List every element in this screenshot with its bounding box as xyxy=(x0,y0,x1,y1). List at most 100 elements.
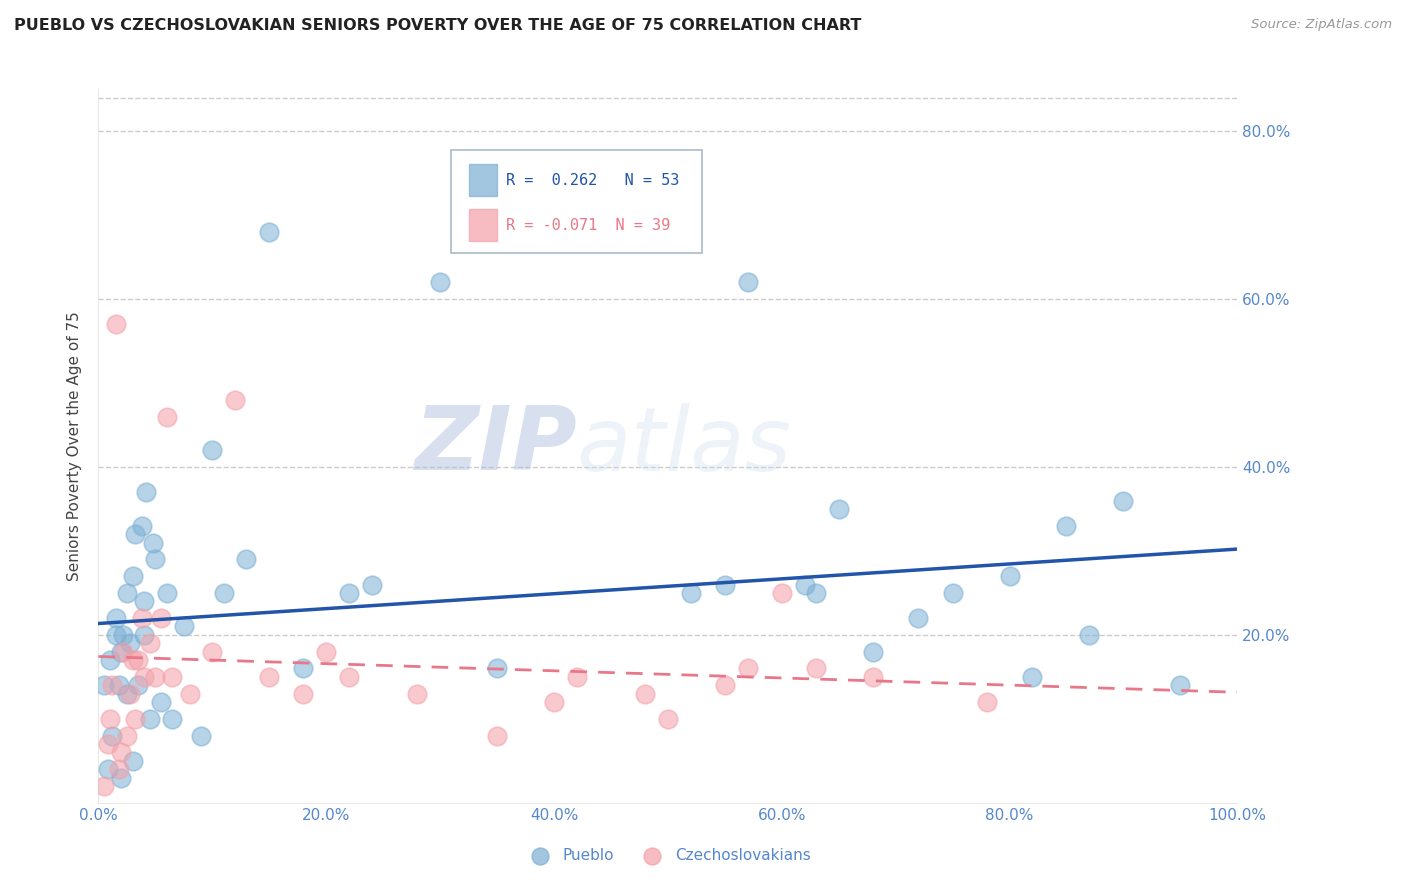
Point xyxy=(224,392,246,407)
Point xyxy=(108,762,131,776)
FancyBboxPatch shape xyxy=(468,209,498,241)
Point xyxy=(98,712,121,726)
Point xyxy=(120,636,142,650)
Point xyxy=(110,771,132,785)
Point xyxy=(770,586,793,600)
Point xyxy=(145,552,167,566)
Point xyxy=(1078,628,1101,642)
Point xyxy=(486,661,509,675)
Point xyxy=(145,670,167,684)
Point xyxy=(127,653,149,667)
Point xyxy=(121,569,143,583)
Point xyxy=(132,670,155,684)
Point xyxy=(132,594,155,608)
Point xyxy=(93,678,115,692)
Text: Source: ZipAtlas.com: Source: ZipAtlas.com xyxy=(1251,18,1392,31)
Point xyxy=(337,586,360,600)
Point xyxy=(292,661,315,675)
Point xyxy=(110,746,132,760)
Point xyxy=(998,569,1021,583)
Point xyxy=(406,687,429,701)
Point xyxy=(1170,678,1192,692)
Point xyxy=(907,611,929,625)
Point xyxy=(737,275,759,289)
Point xyxy=(292,687,315,701)
Point xyxy=(131,518,153,533)
Point xyxy=(104,318,127,332)
Point xyxy=(132,628,155,642)
Point xyxy=(110,645,132,659)
Point xyxy=(942,586,965,600)
Point xyxy=(104,611,127,625)
Text: PUEBLO VS CZECHOSLOVAKIAN SENIORS POVERTY OVER THE AGE OF 75 CORRELATION CHART: PUEBLO VS CZECHOSLOVAKIAN SENIORS POVERT… xyxy=(14,18,862,33)
Y-axis label: Seniors Poverty Over the Age of 75: Seniors Poverty Over the Age of 75 xyxy=(67,311,83,581)
Point xyxy=(98,653,121,667)
Point xyxy=(156,409,179,424)
Point xyxy=(121,653,143,667)
FancyBboxPatch shape xyxy=(451,150,702,253)
Point xyxy=(162,712,184,726)
Point xyxy=(212,586,235,600)
Point xyxy=(124,712,146,726)
Point xyxy=(976,695,998,709)
Point xyxy=(115,687,138,701)
Point xyxy=(108,678,131,692)
Point xyxy=(162,670,184,684)
Point xyxy=(804,661,827,675)
Point xyxy=(862,670,884,684)
Point xyxy=(173,619,195,633)
Point xyxy=(315,645,337,659)
Point xyxy=(124,527,146,541)
Point xyxy=(131,611,153,625)
Point xyxy=(1021,670,1043,684)
Point xyxy=(828,502,851,516)
Point xyxy=(115,729,138,743)
Point xyxy=(259,225,281,239)
Text: R =  0.262   N = 53: R = 0.262 N = 53 xyxy=(506,173,679,187)
Point xyxy=(135,485,157,500)
Point xyxy=(1054,518,1078,533)
Point xyxy=(360,577,382,591)
Point xyxy=(93,779,115,793)
Point xyxy=(179,687,201,701)
Point xyxy=(150,695,173,709)
Point xyxy=(679,586,702,600)
Point xyxy=(804,586,827,600)
Point xyxy=(96,762,118,776)
Point xyxy=(190,729,212,743)
Point xyxy=(96,737,118,751)
Text: R = -0.071  N = 39: R = -0.071 N = 39 xyxy=(506,218,671,233)
FancyBboxPatch shape xyxy=(468,164,498,196)
Point xyxy=(150,611,173,625)
Point xyxy=(657,712,679,726)
Point xyxy=(138,712,160,726)
Point xyxy=(862,645,884,659)
Point xyxy=(543,695,565,709)
Point xyxy=(1112,493,1135,508)
Point xyxy=(486,729,509,743)
Point xyxy=(120,687,142,701)
Point xyxy=(112,645,135,659)
Point xyxy=(142,535,165,549)
Point xyxy=(138,636,160,650)
Point xyxy=(793,577,815,591)
Point xyxy=(101,678,124,692)
Point xyxy=(104,628,127,642)
Point xyxy=(259,670,281,684)
Point xyxy=(115,586,138,600)
Text: ZIP: ZIP xyxy=(413,402,576,490)
Point xyxy=(714,577,737,591)
Point xyxy=(101,729,124,743)
Point xyxy=(429,275,451,289)
Text: atlas: atlas xyxy=(576,403,792,489)
Point xyxy=(634,687,657,701)
Point xyxy=(235,552,257,566)
Point xyxy=(714,678,737,692)
Point xyxy=(121,754,143,768)
Point xyxy=(127,678,149,692)
Legend: Pueblo, Czechoslovakians: Pueblo, Czechoslovakians xyxy=(524,848,811,863)
Point xyxy=(201,443,224,458)
Point xyxy=(156,586,179,600)
Point xyxy=(565,670,588,684)
Point xyxy=(737,661,759,675)
